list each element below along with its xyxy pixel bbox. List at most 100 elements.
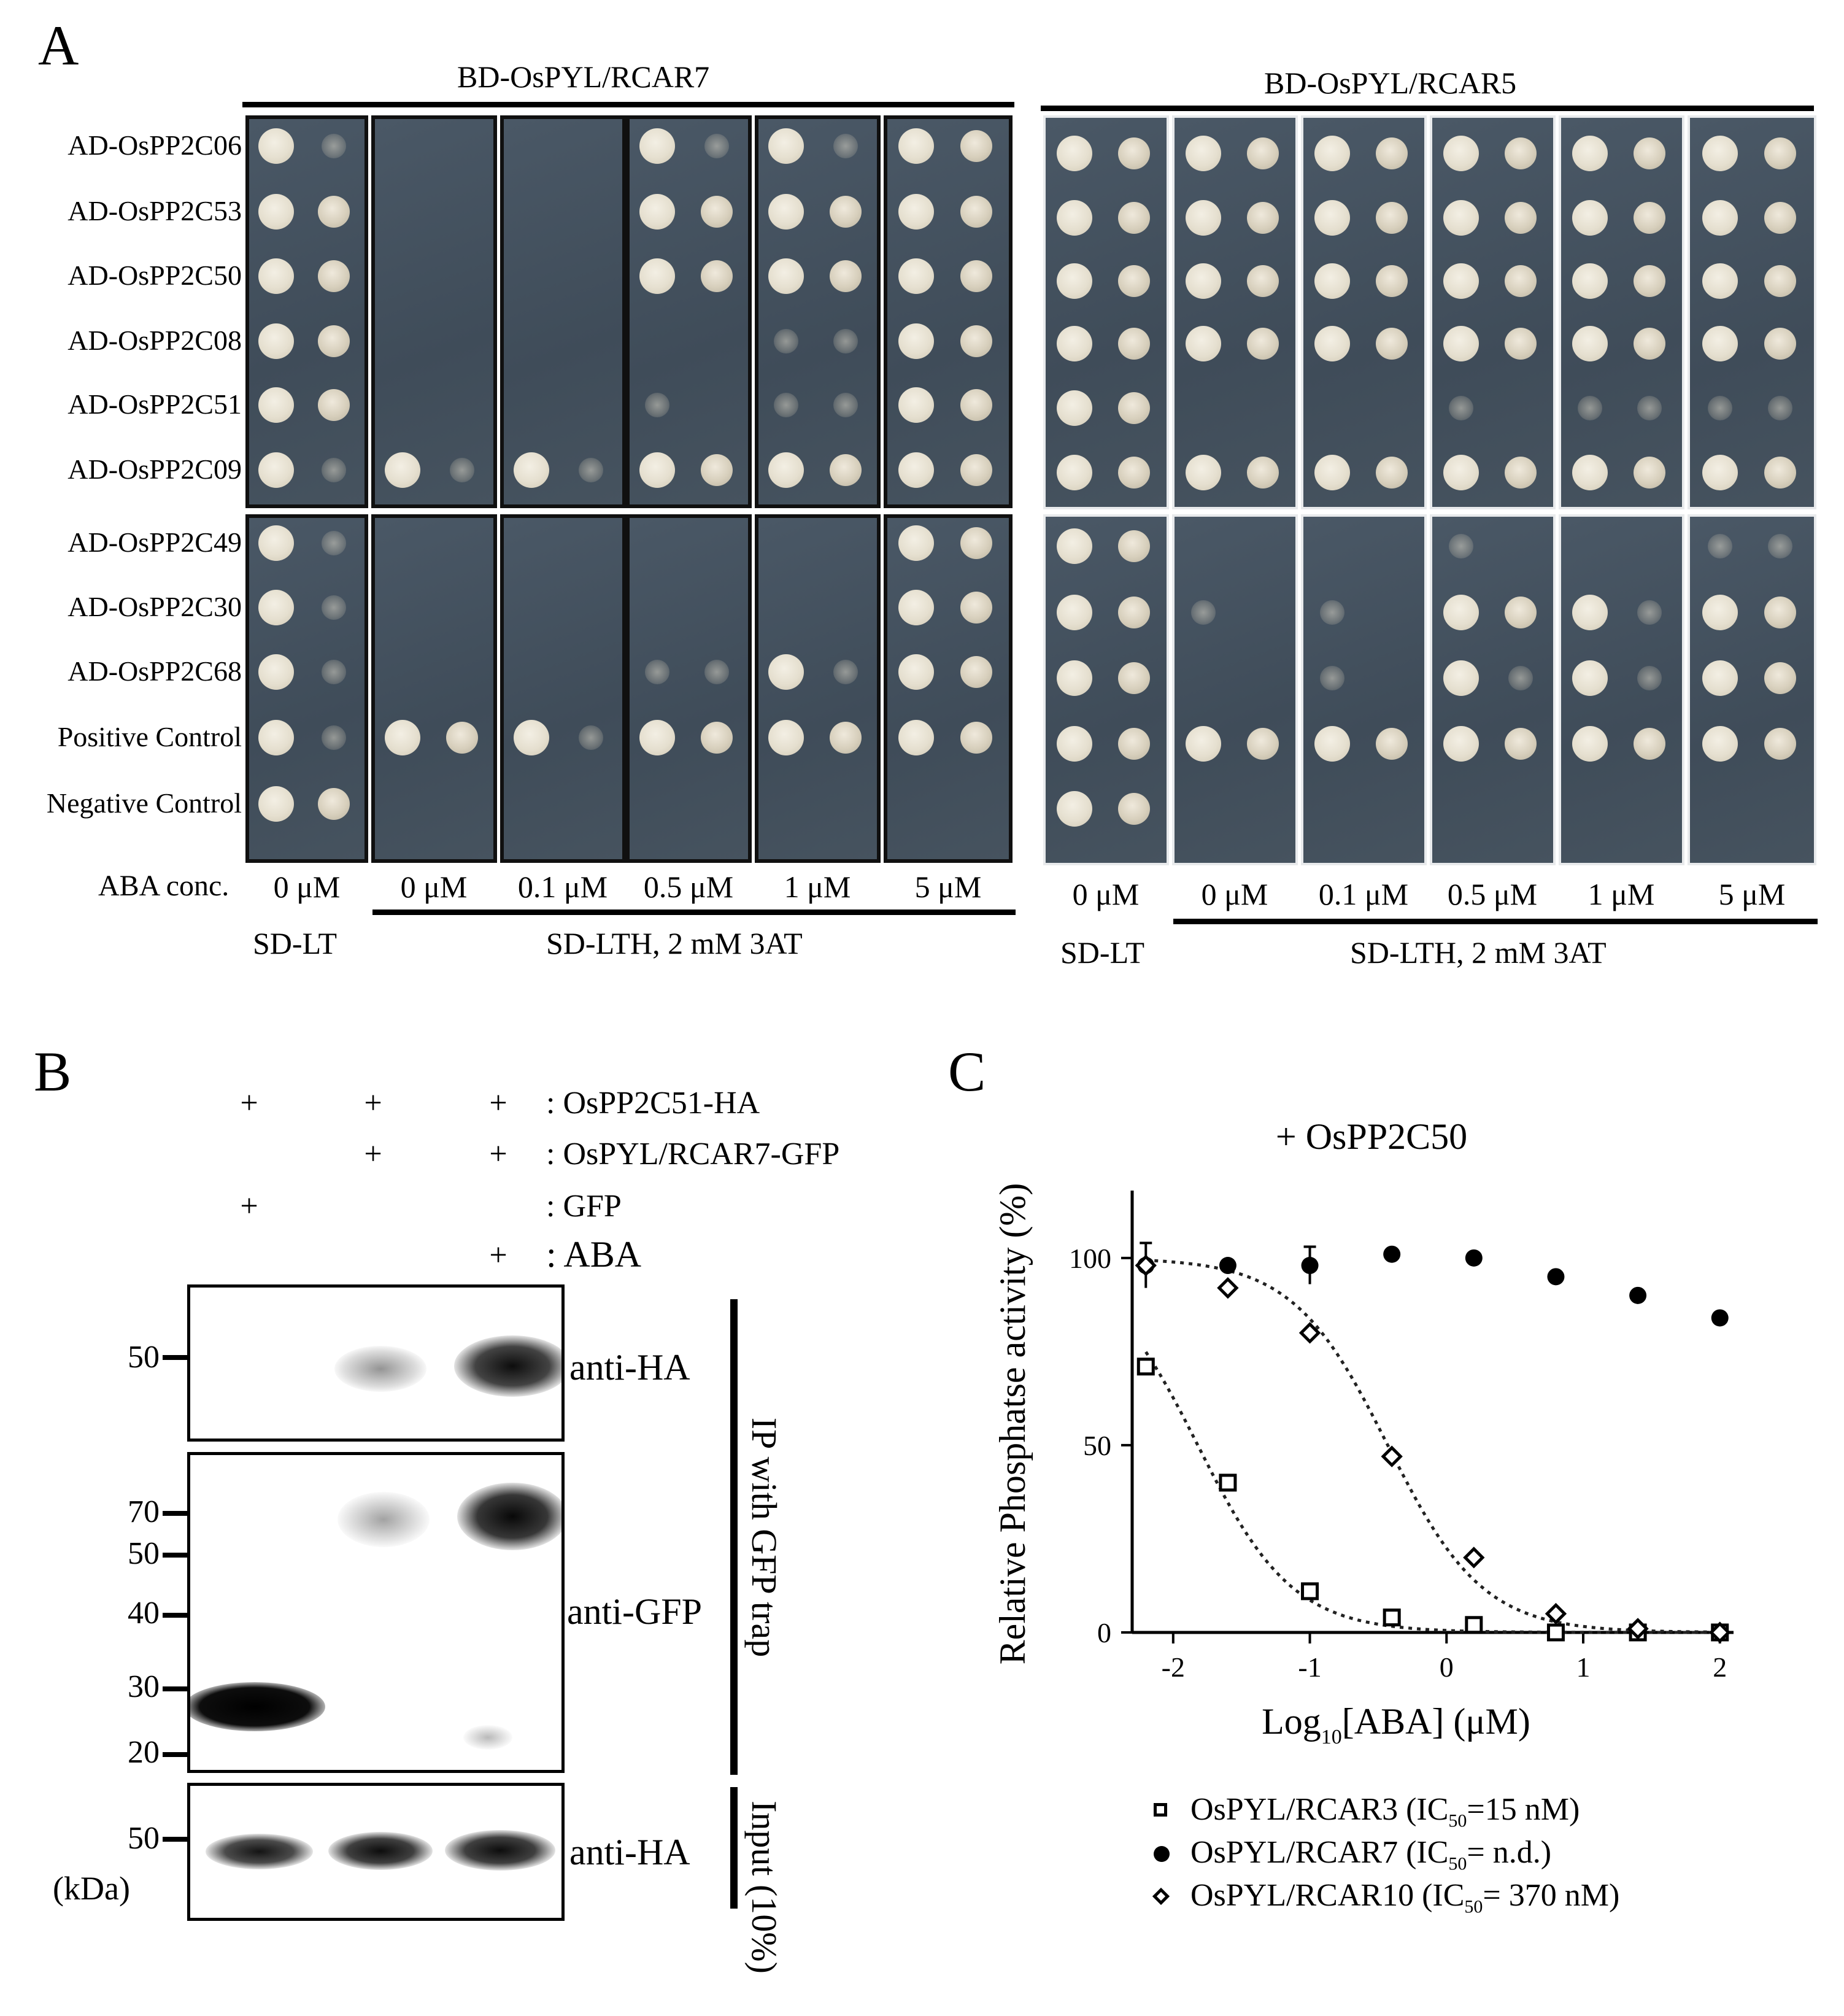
- agar-plate: [884, 514, 1013, 863]
- left-medium-lth: SD-LTH, 2 mM 3AT: [546, 926, 803, 960]
- yeast-spot: [1449, 396, 1474, 420]
- yeast-spot: [1186, 455, 1222, 490]
- agar-plate: [1559, 115, 1684, 509]
- condition-mark: +: [489, 1086, 507, 1121]
- condition-mark: +: [240, 1086, 258, 1121]
- point-rcar7: [1383, 1245, 1401, 1263]
- yeast-spot: [1117, 662, 1150, 694]
- yeast-spot: [318, 325, 350, 357]
- agar-plate: [1688, 115, 1816, 509]
- yeast-spot: [1764, 728, 1797, 760]
- chart-axes: -2 -1 0 1 2 0 50 100: [1069, 1191, 1734, 1683]
- yeast-spot: [1764, 457, 1797, 489]
- point-rcar10: [1463, 1547, 1485, 1569]
- yeast-spot: [829, 260, 862, 292]
- yeast-spot: [768, 654, 804, 690]
- agar-plate: [884, 115, 1013, 508]
- row-label: AD-OsPP2C51: [68, 388, 242, 420]
- point-rcar7: [1219, 1257, 1236, 1275]
- yeast-spot: [768, 452, 804, 488]
- yeast-spot: [1246, 137, 1279, 169]
- yeast-spot: [1314, 326, 1351, 361]
- yeast-spot: [1443, 263, 1479, 299]
- yeast-spot: [1633, 457, 1665, 489]
- panel-a-letter: A: [38, 14, 79, 77]
- yeast-spot: [639, 194, 676, 230]
- yeast-spot: [898, 525, 934, 561]
- yeast-spot: [1375, 457, 1408, 489]
- yeast-spot: [1320, 666, 1345, 690]
- yeast-spot: [1702, 660, 1738, 696]
- yeast-spot: [1768, 534, 1793, 558]
- blot3-antibody: anti-HA: [569, 1832, 690, 1872]
- yeast-spot: [1375, 328, 1408, 360]
- agar-plate: [1301, 115, 1427, 509]
- legend-marker-square: [1154, 1803, 1167, 1817]
- yeast-spot: [1633, 328, 1665, 360]
- yeast-spot: [1443, 136, 1479, 171]
- point-rcar3: [1465, 1616, 1483, 1634]
- yeast-spot: [1764, 202, 1797, 234]
- blot-ip-anti-ha: [187, 1284, 565, 1442]
- yeast-spot: [1186, 326, 1222, 361]
- yeast-spot: [960, 656, 993, 688]
- yeast-spot: [322, 458, 346, 482]
- point-rcar7: [1547, 1268, 1565, 1286]
- band-lane2-ha: [334, 1346, 426, 1392]
- yeast-spot: [639, 452, 676, 488]
- yeast-spot: [318, 788, 350, 820]
- yeast-spot: [898, 452, 934, 488]
- yeast-spot: [1578, 396, 1603, 420]
- row-label: AD-OsPP2C68: [68, 655, 242, 687]
- blot2-antibody: anti-GFP: [567, 1591, 703, 1632]
- yeast-spot: [829, 722, 862, 754]
- yeast-spot: [960, 260, 993, 292]
- point-rcar7: [1465, 1249, 1483, 1267]
- yeast-spot: [1443, 595, 1479, 630]
- right-medium-lt: SD-LT: [1060, 935, 1145, 970]
- conc-label: 0 μM: [1072, 877, 1140, 911]
- yeast-spot: [1764, 265, 1797, 297]
- legend-text: OsPYL/RCAR3 (IC50=15 nM): [1190, 1792, 1580, 1831]
- right-title-bar: [1041, 106, 1814, 111]
- point-rcar3: [1383, 1609, 1401, 1627]
- yeast-spot: [768, 258, 804, 294]
- left-medium-lt: SD-LT: [253, 926, 338, 960]
- yeast-spot: [898, 590, 934, 625]
- band-lane3-gfp-fusion: [457, 1483, 561, 1550]
- yeast-spot: [1504, 457, 1537, 489]
- yeast-spot: [1572, 726, 1608, 762]
- mw-blot2-50: 50: [128, 1536, 160, 1571]
- yeast-spot: [1764, 137, 1797, 169]
- yeast-spot: [700, 260, 733, 292]
- blot1-antibody: anti-HA: [569, 1347, 690, 1388]
- input-label: Input (10%): [744, 1801, 784, 1974]
- mw-blot3-50: 50: [128, 1821, 160, 1856]
- yeast-spot: [833, 393, 858, 417]
- yeast-spot: [768, 194, 804, 230]
- mw-blot1-50: 50: [128, 1340, 160, 1375]
- yeast-spot: [258, 720, 294, 755]
- panel-b-letter: B: [34, 1040, 72, 1103]
- row-label: AD-OsPP2C09: [68, 454, 242, 485]
- yeast-spot: [1633, 265, 1665, 297]
- agar-plate: [1172, 115, 1298, 509]
- yeast-spot: [514, 452, 550, 488]
- legend-text: OsPYL/RCAR7 (IC50= n.d.): [1190, 1835, 1551, 1874]
- mw-tick: [163, 1613, 188, 1618]
- yeast-spot: [898, 654, 934, 690]
- yeast-spot: [578, 458, 603, 482]
- point-rcar3: [1219, 1473, 1237, 1492]
- yeast-spot: [258, 590, 294, 625]
- agar-plate: [755, 115, 881, 508]
- yeast-spot: [700, 454, 733, 486]
- panel-c-letter: C: [948, 1040, 986, 1103]
- fit-curves: [1144, 1259, 1720, 1634]
- yeast-spot: [1057, 136, 1093, 171]
- point-rcar7: [1711, 1309, 1729, 1327]
- agar-plate: [500, 514, 626, 863]
- agar-plate: [245, 115, 368, 508]
- yeast-spot: [318, 389, 350, 421]
- legend-suffix: =15 nM): [1467, 1792, 1580, 1827]
- yeast-spot: [1117, 328, 1150, 360]
